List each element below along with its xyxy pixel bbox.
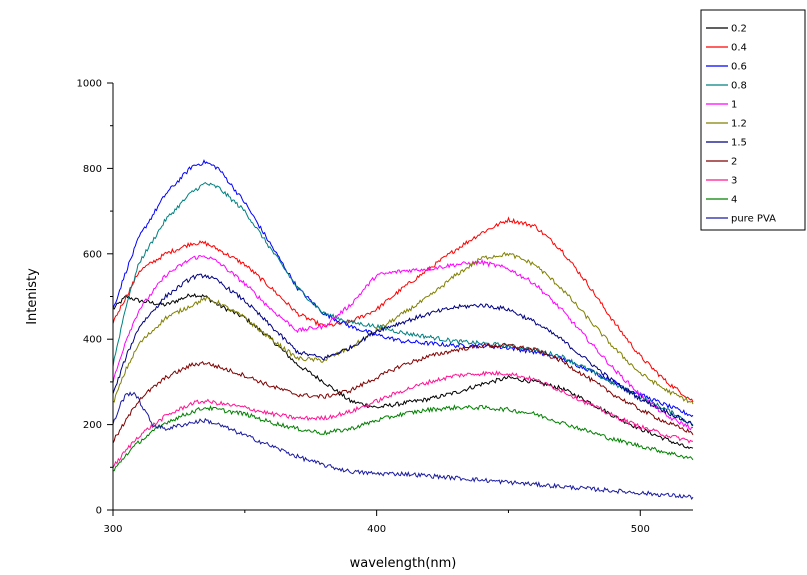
series-layer (112, 159, 694, 501)
series-line-10 (112, 404, 694, 472)
legend-label: 1.2 (731, 119, 747, 130)
series-line-3 (112, 159, 694, 418)
x-tick-label: 300 (103, 524, 122, 535)
y-tick-label: 200 (83, 420, 102, 431)
y-tick-label: 600 (83, 249, 102, 260)
series-line-6 (112, 251, 694, 405)
series-line-7 (112, 273, 694, 427)
y-axis-title: Intenisty (25, 268, 40, 325)
legend-label: 0.4 (731, 43, 747, 54)
legend-label: 3 (731, 176, 737, 187)
series-line-8 (112, 342, 694, 444)
legend-label: 2 (731, 157, 737, 168)
legend-label: 0.8 (731, 81, 747, 92)
legend-label: 1 (731, 100, 737, 111)
series-line-2 (112, 216, 694, 403)
x-tick-label: 400 (367, 524, 386, 535)
y-tick-label: 1000 (77, 79, 102, 90)
series-line-9 (112, 370, 694, 468)
legend-label: 0.6 (731, 62, 747, 73)
y-tick-label: 0 (96, 506, 102, 517)
y-tick-label: 800 (83, 164, 102, 175)
y-tick-label: 400 (83, 335, 102, 346)
series-line-4 (112, 181, 694, 426)
series-line-11 (112, 391, 694, 501)
legend-label: 0.2 (731, 24, 747, 35)
legend: 0.2 0.4 0.6 0.8 1 1.2 1.5 2 3 4 pure PVA (700, 9, 806, 231)
x-tick-label: 500 (631, 524, 650, 535)
series-line-1 (112, 293, 694, 450)
legend-label: 4 (731, 195, 737, 206)
legend-label: pure PVA (731, 214, 776, 225)
legend-label: 1.5 (731, 138, 747, 149)
series-line-5 (112, 254, 694, 431)
x-axis-title: wavelength(nm) (350, 556, 457, 571)
legend-box (700, 9, 806, 231)
axes: 0 200 400 600 800 1000 300 400 500 (77, 79, 693, 535)
